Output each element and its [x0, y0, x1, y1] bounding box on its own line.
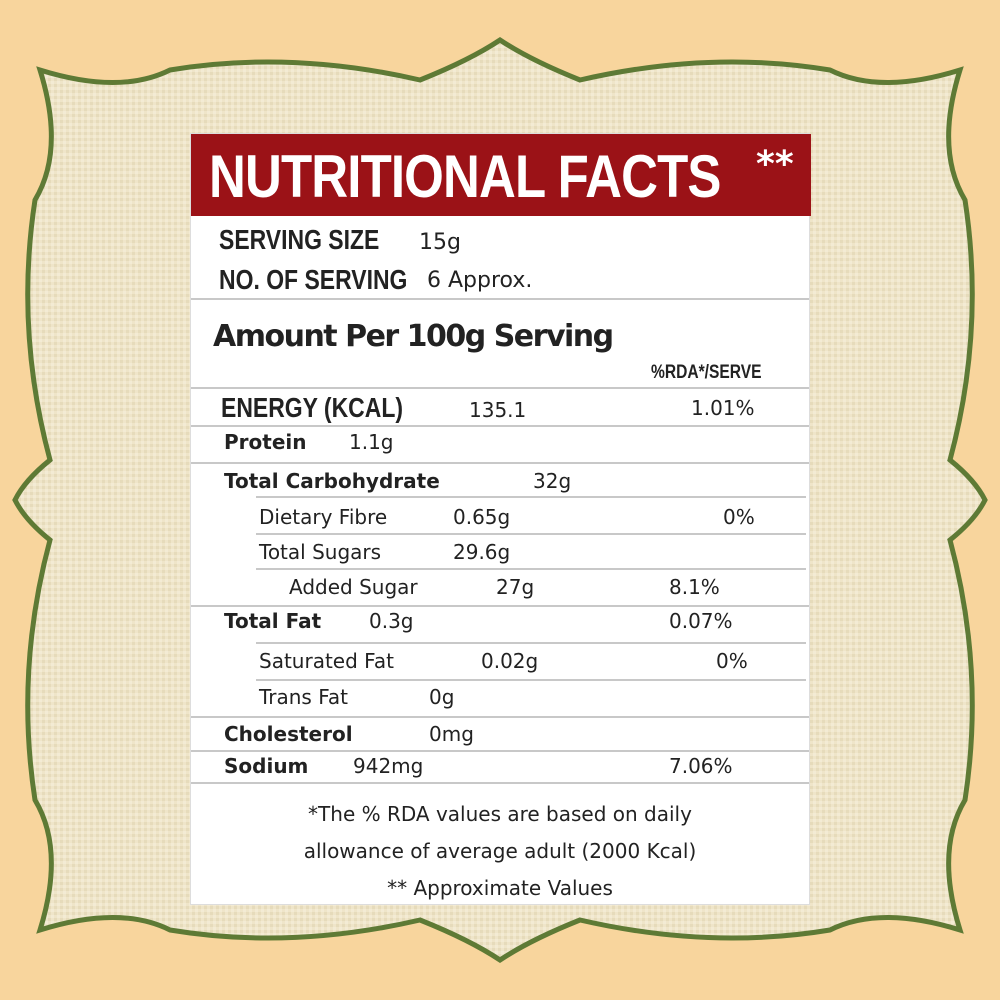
added-sugar-label: Added Sugar — [289, 575, 418, 599]
trans-fat-label: Trans Fat — [259, 685, 348, 709]
footnote-line-3: ** Approximate Values — [387, 876, 613, 900]
dietary-fibre-value: 0.65g — [453, 505, 511, 529]
divider — [256, 496, 806, 498]
footnote-line-2: allowance of average adult (2000 Kcal) — [303, 839, 697, 863]
divider — [191, 716, 809, 718]
divider — [191, 462, 809, 464]
serving-count-value: 6 Approx. — [427, 268, 533, 293]
header-banner: NUTRITIONAL FACTS ** — [191, 134, 811, 216]
divider — [191, 298, 809, 300]
divider — [191, 782, 809, 784]
energy-label: ENERGY (KCAL) — [221, 392, 403, 423]
dietary-fibre-label: Dietary Fibre — [259, 505, 388, 529]
saturated-fat-value: 0.02g — [481, 649, 539, 673]
divider — [191, 605, 809, 607]
cholesterol-value: 0mg — [429, 722, 474, 746]
serving-size-label: SERVING SIZE — [219, 224, 380, 255]
total-fat-rda: 0.07% — [669, 609, 733, 633]
saturated-fat-label: Saturated Fat — [259, 649, 394, 673]
total-sugars-value: 29.6g — [453, 540, 511, 564]
amount-heading: Amount Per 100g Serving — [213, 319, 614, 354]
energy-value: 135.1 — [469, 398, 527, 422]
divider — [191, 425, 809, 427]
serving-count-label: NO. OF SERVING — [219, 264, 408, 295]
total-carbohydrate-label: Total Carbohydrate — [224, 469, 440, 493]
divider — [256, 533, 806, 535]
protein-value: 1.1g — [349, 430, 394, 454]
total-fat-label: Total Fat — [224, 609, 322, 633]
divider — [256, 642, 806, 644]
protein-label: Protein — [224, 430, 307, 454]
serving-size-value: 15g — [419, 230, 461, 255]
sodium-rda: 7.06% — [669, 754, 733, 778]
sodium-value: 942mg — [353, 754, 424, 778]
divider — [256, 679, 806, 681]
nutrition-facts-card: NUTRITIONAL FACTS ** SERVING SIZE 15g NO… — [190, 133, 811, 905]
sodium-label: Sodium — [224, 754, 309, 778]
added-sugar-value: 27g — [496, 575, 535, 599]
approx-mark: ** — [756, 144, 794, 185]
dietary-fibre-rda: 0% — [723, 505, 755, 529]
saturated-fat-rda: 0% — [716, 649, 748, 673]
cholesterol-label: Cholesterol — [224, 722, 353, 746]
total-fat-value: 0.3g — [369, 609, 414, 633]
divider — [191, 387, 809, 389]
trans-fat-value: 0g — [429, 685, 455, 709]
divider — [256, 568, 806, 570]
title: NUTRITIONAL FACTS — [209, 143, 721, 210]
energy-rda: 1.01% — [691, 396, 755, 420]
total-carbohydrate-value: 32g — [533, 469, 572, 493]
added-sugar-rda: 8.1% — [669, 575, 720, 599]
footnote-line-1: *The % RDA values are based on daily — [308, 802, 692, 826]
rda-heading: %RDA*/SERVE — [651, 362, 762, 383]
divider — [191, 750, 809, 752]
total-sugars-label: Total Sugars — [259, 540, 382, 564]
